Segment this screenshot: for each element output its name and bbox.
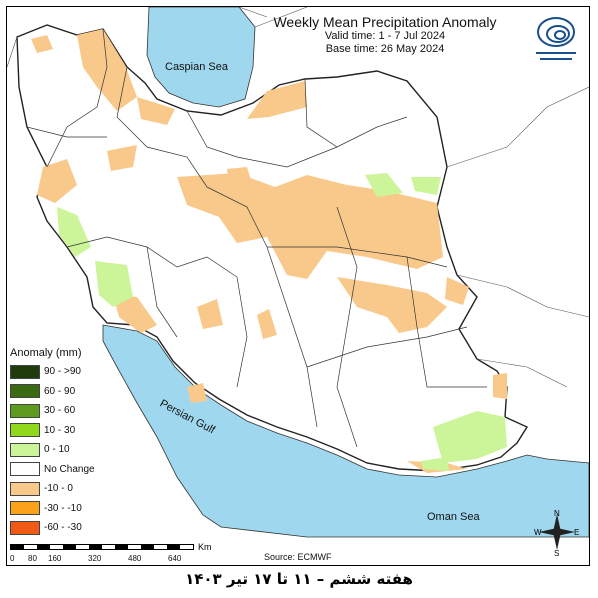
persian-gulf-sea xyxy=(102,324,589,538)
legend-label: 10 - 30 xyxy=(44,424,76,436)
neighbor-borders xyxy=(7,7,589,388)
legend-title: Anomaly (mm) xyxy=(10,347,82,359)
legend-item: -10 - 0 xyxy=(10,479,104,499)
iran-map xyxy=(7,7,589,538)
legend-swatch xyxy=(10,384,40,399)
legend-swatch xyxy=(10,364,40,379)
valid-time: Valid time: 1 - 7 Jul 2024 xyxy=(324,30,446,42)
source-label: Source: ECMWF xyxy=(264,552,332,562)
oman-sea-label: Oman Sea xyxy=(427,511,480,523)
scale-bar-graphic xyxy=(10,544,194,550)
legend-label: 0 - 10 xyxy=(44,444,70,456)
legend-label: 90 - >90 xyxy=(44,366,81,378)
legend-item: 30 - 60 xyxy=(10,401,104,421)
legend-label: -30 - -10 xyxy=(44,502,82,514)
caspian-sea-label: Caspian Sea xyxy=(165,61,228,73)
scale-tick: 160 xyxy=(48,554,62,563)
legend-item: 0 - 10 xyxy=(10,440,104,460)
legend: Anomaly (mm) 90 - >90 60 - 90 30 - 60 10 - … xyxy=(10,347,104,538)
compass-s: S xyxy=(554,549,559,556)
legend-swatch xyxy=(10,423,40,438)
north-arrow-icon: N S W E xyxy=(534,509,579,556)
legend-label: -60 - -30 xyxy=(44,522,82,534)
positive-anomaly-areas xyxy=(57,173,507,471)
legend-label: 60 - 90 xyxy=(44,385,76,397)
legend-swatch xyxy=(10,501,40,516)
legend-swatch xyxy=(10,403,40,418)
map-title: Weekly Mean Precipitation Anomaly xyxy=(273,14,497,30)
scale-tick: 640 xyxy=(168,554,182,563)
legend-label: 30 - 60 xyxy=(44,405,76,417)
scale-tick: 320 xyxy=(88,554,102,563)
scale-bar: Km 0 80 160 320 480 640 xyxy=(10,540,212,564)
negative-anomaly-areas xyxy=(31,29,507,473)
scale-tick: 480 xyxy=(128,554,142,563)
legend-item: No Change xyxy=(10,460,104,480)
base-time: Base time: 26 May 2024 xyxy=(325,43,445,55)
title-block: Weekly Mean Precipitation Anomaly Valid … xyxy=(240,14,530,56)
legend-item: 90 - >90 xyxy=(10,362,104,382)
compass-e: E xyxy=(574,528,579,537)
meteorology-logo-icon xyxy=(536,17,576,60)
map-frame: Caspian Sea Persian Gulf Oman Sea xyxy=(6,6,590,566)
scale-tick: 80 xyxy=(28,554,37,563)
legend-swatch xyxy=(10,520,40,535)
legend-item: 10 - 30 xyxy=(10,421,104,441)
compass-n: N xyxy=(554,509,560,518)
legend-swatch xyxy=(10,442,40,457)
province-borders xyxy=(26,28,487,448)
legend-label: -10 - 0 xyxy=(44,483,73,495)
legend-item: 60 - 90 xyxy=(10,382,104,402)
legend-item: -60 - -30 xyxy=(10,518,104,538)
footer-date: هفته ششم – ۱۱ تا ۱۷ تیر ۱۴۰۳ xyxy=(185,570,413,588)
caspian-sea xyxy=(146,7,256,108)
legend-item: -30 - -10 xyxy=(10,499,104,519)
legend-label: No Change xyxy=(44,463,95,475)
scale-unit: Km xyxy=(198,542,212,552)
iran-border xyxy=(16,24,529,472)
legend-swatch xyxy=(10,462,40,477)
scale-tick: 0 xyxy=(10,554,15,563)
compass-w: W xyxy=(534,528,542,537)
legend-swatch xyxy=(10,481,40,496)
